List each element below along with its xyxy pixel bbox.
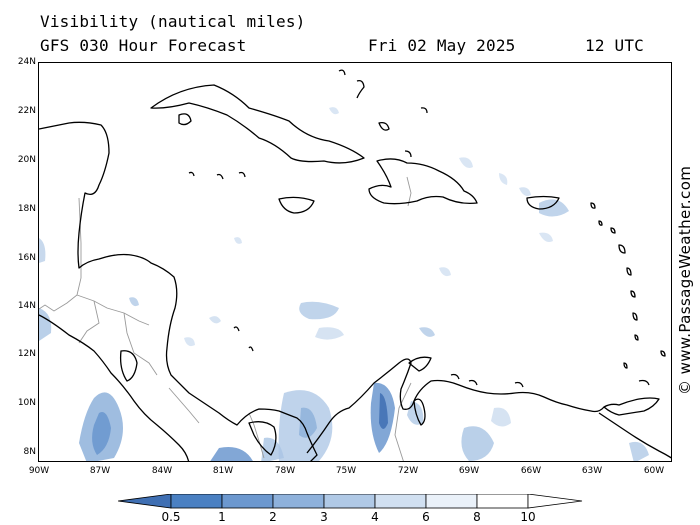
legend-label-1: 1 <box>218 510 226 524</box>
legend-label-6: 6 <box>422 510 430 524</box>
legend-swatch-3 <box>272 494 325 509</box>
lon-label-69w: 69W <box>458 466 480 476</box>
lat-label-18n: 18N <box>17 204 36 214</box>
forecast-time: 12 UTC <box>585 36 644 55</box>
legend-label-0-5: 0.5 <box>161 510 181 524</box>
lon-label-84w: 84W <box>151 466 173 476</box>
forecast-date: Fri 02 May 2025 <box>368 36 516 55</box>
forecast-label: GFS 030 Hour Forecast <box>40 36 247 55</box>
legend-label-8: 8 <box>473 510 481 524</box>
lon-label-63w: 63W <box>581 466 603 476</box>
lat-label-22n: 22N <box>17 106 36 116</box>
lat-label-10n: 10N <box>17 398 36 408</box>
lat-label-8n: 8N <box>23 447 36 457</box>
map-title: Visibility (nautical miles) <box>40 12 306 31</box>
credit-watermark: © www.PassageWeather.com <box>676 165 694 395</box>
legend-label-2: 2 <box>269 510 277 524</box>
legend-swatch-4 <box>323 494 376 509</box>
visibility-map <box>38 62 672 462</box>
legend-label-10: 10 <box>520 510 536 524</box>
country-borders <box>39 176 412 461</box>
lon-label-81w: 81W <box>212 466 234 476</box>
lat-label-24n: 24N <box>17 57 36 67</box>
lon-label-78w: 78W <box>274 466 296 476</box>
lon-label-60w: 60W <box>643 466 665 476</box>
lat-label-20n: 20N <box>17 155 36 165</box>
legend-label-3: 3 <box>320 510 328 524</box>
legend-swatch-5 <box>374 494 427 509</box>
legend-swatch-8 <box>527 494 583 509</box>
lon-label-72w: 72W <box>397 466 419 476</box>
lat-label-12n: 12N <box>17 349 36 359</box>
lon-label-66w: 66W <box>520 466 542 476</box>
lat-label-14n: 14N <box>17 301 36 311</box>
legend-swatch-1 <box>170 494 223 509</box>
legend-swatch-7 <box>476 494 529 509</box>
legend-swatch-2 <box>221 494 274 509</box>
legend-swatch-0 <box>118 494 172 509</box>
visibility-shading <box>39 107 649 461</box>
lon-label-75w: 75W <box>335 466 357 476</box>
coastlines <box>39 69 671 461</box>
legend-label-4: 4 <box>371 510 379 524</box>
lon-label-87w: 87W <box>89 466 111 476</box>
lat-label-16n: 16N <box>17 253 36 263</box>
legend-swatch-6 <box>425 494 478 509</box>
visibility-legend <box>118 494 583 509</box>
lon-label-90w: 90W <box>28 466 50 476</box>
